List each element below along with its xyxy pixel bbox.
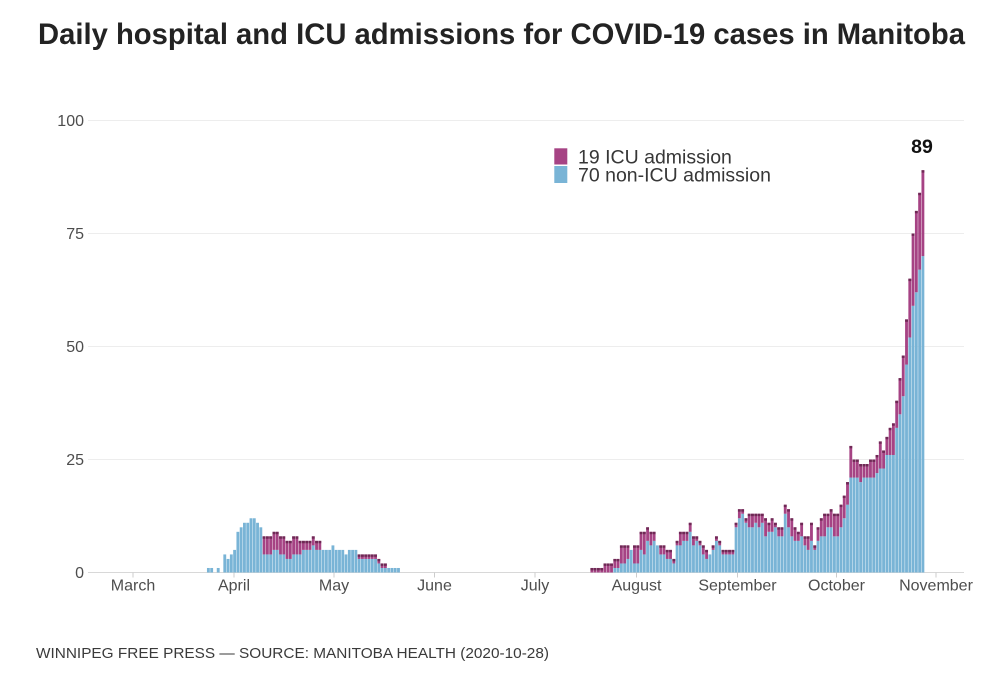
svg-text:19 ICU admission: 19 ICU admission — [578, 147, 732, 169]
svg-text:89: 89 — [911, 136, 933, 158]
svg-text:70 non-ICU admission: 70 non-ICU admission — [578, 165, 771, 187]
svg-text:WINNIPEG FREE PRESS — SOURCE:: WINNIPEG FREE PRESS — SOURCE: MANITOBA H… — [36, 645, 549, 662]
svg-text:March: March — [111, 578, 155, 595]
svg-text:October: October — [808, 578, 866, 595]
svg-text:May: May — [319, 578, 349, 595]
svg-text:April: April — [218, 578, 250, 595]
svg-text:September: September — [698, 578, 777, 595]
svg-text:100: 100 — [57, 113, 84, 130]
svg-text:Daily hospital and ICU admissi: Daily hospital and ICU admissions for CO… — [38, 18, 965, 51]
svg-text:50: 50 — [66, 339, 84, 356]
svg-text:July: July — [521, 578, 549, 595]
svg-text:75: 75 — [66, 226, 84, 243]
svg-text:November: November — [899, 578, 973, 595]
svg-text:0: 0 — [75, 565, 84, 582]
svg-text:25: 25 — [66, 452, 84, 469]
svg-text:June: June — [417, 578, 452, 595]
svg-text:August: August — [612, 578, 662, 595]
